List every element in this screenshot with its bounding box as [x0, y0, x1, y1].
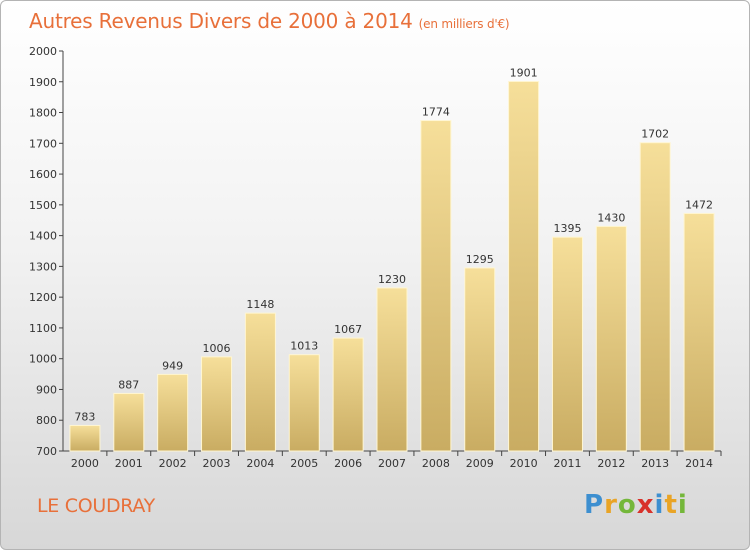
bar-2007 — [376, 287, 408, 452]
x-tick-label: 2000 — [71, 457, 99, 470]
chart-title: Autres Revenus Divers de 2000 à 2014 (en … — [29, 9, 510, 33]
bar-2004 — [244, 312, 276, 452]
y-tick-label: 2000 — [29, 45, 57, 58]
logo-letter: o — [617, 490, 637, 520]
bars — [69, 80, 715, 452]
x-tick-label: 2005 — [290, 457, 318, 470]
data-label-2003: 1006 — [203, 342, 231, 355]
logo-letter: P — [584, 490, 605, 520]
bar-2012 — [595, 225, 627, 452]
data-label-2002: 949 — [162, 359, 183, 372]
data-label-2004: 1148 — [246, 298, 274, 311]
data-label-2000: 783 — [74, 410, 95, 423]
x-tick-label: 2011 — [553, 457, 581, 470]
bar-2008 — [420, 120, 452, 452]
logo-letter: x — [636, 490, 655, 520]
y-tick-label: 1600 — [29, 168, 57, 181]
bar-2006 — [332, 337, 364, 452]
data-label-2014: 1472 — [685, 198, 713, 211]
y-tick-label: 1500 — [29, 199, 57, 212]
commune-name: LE COUDRAY — [37, 495, 155, 517]
bar-2003 — [201, 356, 233, 452]
data-label-2006: 1067 — [334, 323, 362, 336]
y-tick-label: 1000 — [29, 353, 57, 366]
x-tick-label: 2014 — [685, 457, 713, 470]
data-label-2009: 1295 — [466, 253, 494, 266]
y-tick-label: 1800 — [29, 107, 57, 120]
x-tick-label: 2002 — [159, 457, 187, 470]
y-tick-label: 1200 — [29, 291, 57, 304]
chart-title-text: Autres Revenus Divers de 2000 à 2014 — [29, 9, 413, 33]
data-label-2005: 1013 — [290, 340, 318, 353]
proxiti-logo[interactable]: Proxiti — [584, 490, 688, 520]
y-tick-label: 1100 — [29, 322, 57, 335]
x-tick-label: 2001 — [115, 457, 143, 470]
logo-letter: r — [604, 490, 618, 520]
bar-2011 — [551, 236, 583, 452]
x-tick-label: 2008 — [422, 457, 450, 470]
x-tick-label: 2009 — [466, 457, 494, 470]
data-label-2010: 1901 — [510, 66, 538, 79]
x-tick-label: 2003 — [203, 457, 231, 470]
bar-2002 — [157, 373, 189, 452]
data-labels: 783 887 949 1006 1148 1013 1067 1230 1774 1295 190… — [74, 66, 713, 423]
bar-2001 — [113, 392, 145, 452]
logo-letter: t — [664, 490, 678, 520]
data-label-2012: 1430 — [597, 211, 625, 224]
bar-2005 — [288, 354, 320, 452]
y-tick-label: 900 — [36, 383, 57, 396]
data-label-2008: 1774 — [422, 106, 450, 119]
logo-letter: i — [677, 490, 688, 520]
chart-subtitle: (en milliers d'€) — [418, 17, 510, 31]
x-tick-label: 2007 — [378, 457, 406, 470]
y-tick-label: 800 — [36, 414, 57, 427]
data-label-2013: 1702 — [641, 128, 669, 141]
data-label-2007: 1230 — [378, 273, 406, 286]
x-tick-label: 2004 — [246, 457, 274, 470]
axes: 700 800 900 1000 1100 1200 1300 1400 1500 1600 170… — [29, 45, 722, 470]
x-tick-label: 2013 — [641, 457, 669, 470]
bar-2013 — [639, 142, 671, 452]
y-tick-label: 1700 — [29, 137, 57, 150]
bar-2009 — [464, 267, 496, 452]
data-label-2001: 887 — [118, 378, 139, 391]
x-tick-label: 2012 — [597, 457, 625, 470]
logo-letter: i — [654, 490, 665, 520]
y-tick-label: 1400 — [29, 230, 57, 243]
bar-2010 — [508, 80, 540, 452]
y-tick-label: 700 — [36, 445, 57, 458]
bar-2014 — [683, 212, 715, 452]
x-tick-label: 2006 — [334, 457, 362, 470]
y-tick-label: 1300 — [29, 260, 57, 273]
data-label-2011: 1395 — [553, 222, 581, 235]
x-tick-label: 2010 — [510, 457, 538, 470]
y-tick-label: 1900 — [29, 76, 57, 89]
bar-2000 — [69, 424, 101, 452]
